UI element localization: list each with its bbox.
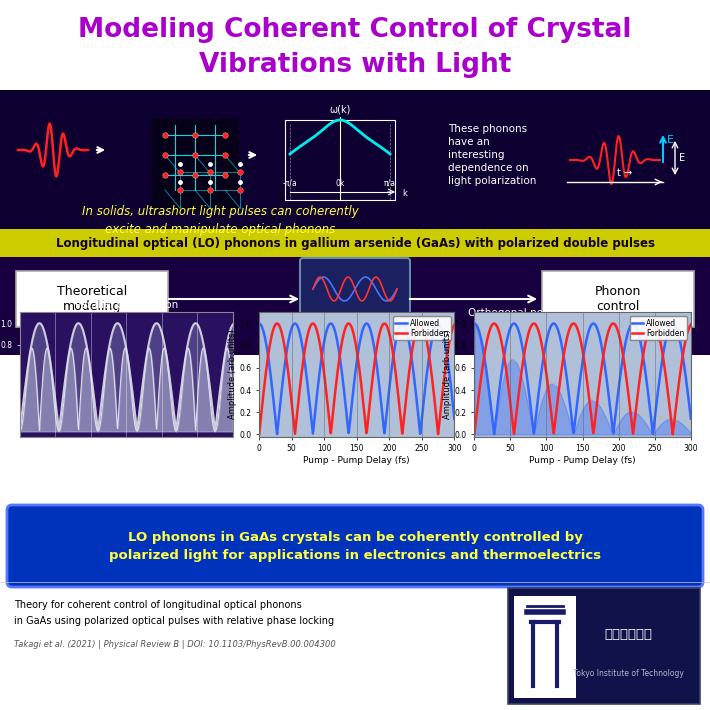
Text: Tokyo Institute of Technology: Tokyo Institute of Technology bbox=[572, 670, 684, 679]
Text: LO phonons in GaAs crystals can be coherently controlled by
polarized light for : LO phonons in GaAs crystals can be coher… bbox=[109, 530, 601, 562]
Text: • Only phonon interference
  at an angle π/4 from
  [100] direction: • Only phonon interference at an angle π… bbox=[355, 445, 489, 481]
Forbidden bbox=[508, 421, 517, 430]
Bar bbox=[0, 582, 710, 710]
Bar bbox=[0, 229, 710, 257]
Text: Theoretical
modeling: Theoretical modeling bbox=[57, 285, 127, 313]
Line: Forbidden: Forbidden bbox=[474, 324, 691, 435]
X-axis label: Pump - Pump Delay (fs): Pump - Pump Delay (fs) bbox=[73, 456, 180, 465]
Allowed bbox=[290, 320, 298, 328]
Allowed bbox=[615, 379, 623, 388]
Bar bbox=[0, 90, 710, 255]
Text: E: E bbox=[667, 135, 674, 145]
Text: In solids, ultrashort light pulses can coherently
excite and manipulate optical : In solids, ultrashort light pulses can c… bbox=[82, 204, 359, 236]
Text: Longitudinal optical (LO) phonons in gallium arsenide (GaAs) with polarized doub: Longitudinal optical (LO) phonons in gal… bbox=[55, 236, 655, 249]
FancyBboxPatch shape bbox=[542, 271, 694, 327]
FancyBboxPatch shape bbox=[514, 596, 576, 698]
Title: Parallel polarization: Parallel polarization bbox=[75, 300, 178, 310]
FancyBboxPatch shape bbox=[508, 588, 700, 704]
Bar bbox=[0, 0, 710, 90]
Forbidden bbox=[490, 320, 498, 328]
X-axis label: Pump - Pump Delay (fs): Pump - Pump Delay (fs) bbox=[529, 456, 636, 465]
Forbidden bbox=[344, 320, 352, 328]
Y-axis label: Amplitude (arb.units): Amplitude (arb.units) bbox=[443, 329, 452, 420]
FancyBboxPatch shape bbox=[7, 505, 703, 587]
Text: 0k: 0k bbox=[335, 179, 344, 188]
Forbidden bbox=[633, 391, 642, 399]
Text: 東京工業大学: 東京工業大学 bbox=[604, 628, 652, 642]
Allowed bbox=[633, 327, 642, 335]
Forbidden bbox=[403, 391, 411, 399]
Text: -π/a: -π/a bbox=[283, 179, 297, 188]
FancyBboxPatch shape bbox=[16, 271, 168, 327]
Text: Orthogonal polarization: Orthogonal polarization bbox=[468, 308, 592, 318]
Bar bbox=[285, 120, 395, 200]
Allowed bbox=[490, 430, 498, 438]
Allowed bbox=[344, 422, 352, 431]
Forbidden bbox=[598, 359, 606, 367]
Forbidden bbox=[615, 332, 623, 340]
Forbidden bbox=[386, 332, 394, 340]
Text: Modeling Coherent Control of Crystal: Modeling Coherent Control of Crystal bbox=[78, 17, 632, 43]
Forbidden bbox=[450, 320, 459, 329]
Line: Allowed: Allowed bbox=[259, 324, 454, 434]
Allowed bbox=[255, 320, 263, 328]
Text: Phonon
control: Phonon control bbox=[595, 285, 641, 313]
Allowed bbox=[508, 320, 517, 328]
Forbidden bbox=[526, 324, 535, 332]
Allowed bbox=[470, 320, 479, 328]
Text: t →: t → bbox=[618, 168, 633, 178]
FancyBboxPatch shape bbox=[300, 258, 410, 332]
Allowed bbox=[687, 415, 695, 423]
Forbidden bbox=[290, 421, 298, 430]
Line: Allowed: Allowed bbox=[474, 324, 691, 434]
Bar bbox=[0, 257, 710, 355]
Text: Interference patterns due to quantum-path interference can be predicted for diff: Interference patterns due to quantum-pat… bbox=[41, 360, 669, 370]
Allowed bbox=[450, 415, 459, 423]
Line: Forbidden: Forbidden bbox=[259, 324, 454, 435]
Forbidden bbox=[470, 430, 479, 439]
Allowed bbox=[371, 346, 379, 354]
Allowed bbox=[526, 400, 535, 408]
Y-axis label: Amplitude (arb.units): Amplitude (arb.units) bbox=[228, 329, 236, 420]
Forbidden bbox=[273, 320, 281, 328]
Forbidden bbox=[305, 324, 314, 332]
Allowed bbox=[273, 430, 281, 438]
Legend: Allowed, Forbidden: Allowed, Forbidden bbox=[630, 316, 687, 340]
Text: These phonons
have an
interesting
dependence on
light polarization: These phonons have an interesting depend… bbox=[448, 124, 536, 187]
Text: • Electronic + phonon interference independent
  of crystal orientation and Rama: • Electronic + phonon interference indep… bbox=[18, 445, 254, 468]
Text: • Electron + phonon
  interference for one pulse
  traveling along [100] axis: • Electron + phonon interference for one… bbox=[522, 445, 655, 481]
Text: in GaAs using polarized optical pulses with relative phase locking: in GaAs using polarized optical pulses w… bbox=[14, 616, 334, 626]
Allowed bbox=[403, 327, 411, 335]
Text: π/a: π/a bbox=[384, 179, 396, 188]
Text: ω(k): ω(k) bbox=[329, 104, 351, 114]
Text: Takagi et al. (2021) | Physical Review B | DOI: 10.1103/PhysRevB.00.004300: Takagi et al. (2021) | Physical Review B… bbox=[14, 640, 336, 649]
Text: Vibrations with Light: Vibrations with Light bbox=[199, 52, 511, 78]
Forbidden bbox=[568, 320, 577, 328]
Allowed bbox=[598, 346, 606, 354]
Text: k: k bbox=[402, 190, 407, 199]
Legend: Allowed, Forbidden: Allowed, Forbidden bbox=[393, 316, 451, 340]
Allowed bbox=[568, 422, 577, 431]
Allowed bbox=[386, 379, 394, 388]
Forbidden bbox=[687, 320, 695, 329]
Text: E: E bbox=[679, 153, 685, 163]
FancyBboxPatch shape bbox=[151, 118, 239, 212]
Forbidden bbox=[255, 430, 263, 439]
Forbidden bbox=[371, 359, 379, 367]
X-axis label: Pump - Pump Delay (fs): Pump - Pump Delay (fs) bbox=[303, 456, 410, 465]
Text: Theory for coherent control of longitudinal optical phonons: Theory for coherent control of longitudi… bbox=[14, 600, 302, 610]
Allowed bbox=[305, 400, 314, 408]
